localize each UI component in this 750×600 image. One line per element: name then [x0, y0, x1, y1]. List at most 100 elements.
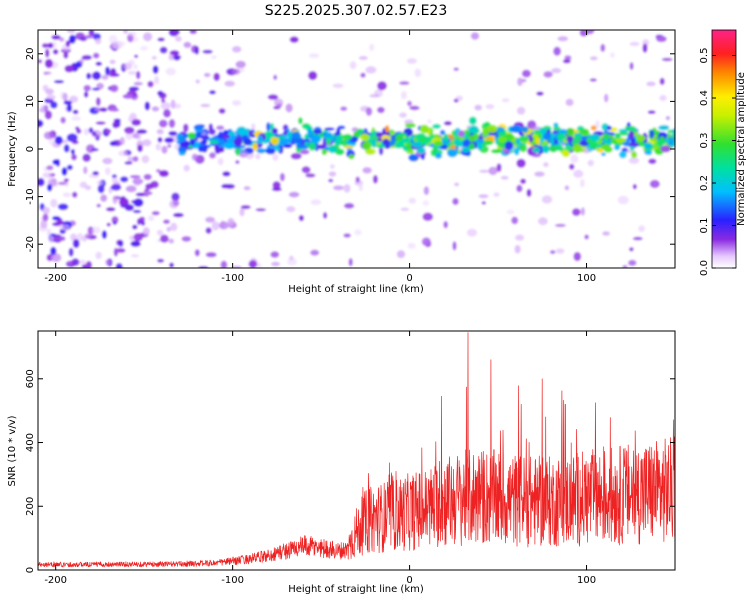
heatmap-cell — [632, 236, 643, 241]
heatmap-cell — [83, 166, 88, 174]
heatmap-cell — [164, 137, 174, 144]
heatmap-cell — [115, 263, 123, 268]
heatmap-cell — [97, 184, 105, 194]
heatmap-cell — [69, 95, 79, 103]
heatmap-cell — [656, 139, 667, 146]
heatmap-cell — [497, 136, 507, 143]
heatmap-cell — [130, 240, 141, 247]
heatmap-cell — [243, 186, 251, 191]
heatmap-cell — [61, 167, 68, 176]
heatmap-cell — [361, 141, 372, 150]
heatmap-cell — [307, 129, 313, 136]
heatmap-cell — [287, 258, 297, 266]
heatmap-cell — [136, 218, 142, 226]
heatmap-cell — [183, 123, 189, 133]
heatmap-cell — [271, 187, 282, 192]
heatmap-cell — [68, 247, 74, 257]
heatmap-cell — [191, 153, 198, 161]
heatmap-cell — [618, 128, 629, 133]
heatmap-cell — [242, 134, 248, 142]
heatmap-cell — [240, 205, 251, 210]
heatmap-cell — [614, 132, 620, 139]
heatmap-cell — [158, 170, 169, 177]
heatmap-cell — [541, 195, 553, 204]
heatmap-cell — [304, 138, 310, 143]
heatmap-cell — [57, 203, 69, 211]
heatmap-cell — [551, 67, 562, 74]
heatmap-cell — [468, 116, 477, 125]
heatmap-cell — [66, 30, 76, 34]
heatmap-cell — [104, 128, 112, 134]
heatmap-cell — [84, 233, 92, 239]
heatmap-cell — [112, 121, 120, 129]
heatmap-cell — [64, 65, 74, 73]
heatmap-cell — [112, 177, 118, 183]
heatmap-cell — [324, 131, 333, 139]
heatmap-cell — [362, 167, 372, 174]
heatmap-cell — [137, 144, 143, 152]
heatmap-cell — [127, 156, 134, 163]
heatmap-cell — [516, 184, 523, 193]
heatmap-cell — [95, 121, 106, 125]
heatmap-cell — [582, 147, 591, 154]
heatmap-cell — [133, 198, 144, 207]
heatmap-cell — [189, 30, 197, 35]
heatmap-cell — [118, 150, 129, 157]
snr-y-tick-label: 200 — [25, 497, 36, 516]
heatmap-cell — [271, 261, 281, 267]
heatmap-cell — [222, 134, 231, 139]
heatmap-cell — [68, 34, 76, 44]
heatmap-cell — [528, 135, 534, 143]
heatmap-cell — [671, 131, 675, 138]
heatmap-cell — [557, 133, 565, 141]
heatmap-cell — [407, 100, 412, 107]
heatmap-cell — [470, 32, 480, 40]
heatmap-y-ticks: -20 -10 0 10 20 — [25, 47, 675, 252]
heatmap-cell — [65, 40, 71, 47]
heatmap-cell — [371, 138, 377, 148]
heatmap-cell — [354, 229, 362, 236]
heatmap-cell — [198, 146, 205, 153]
heatmap-cell — [400, 207, 410, 211]
heatmap-cell — [220, 260, 228, 268]
heatmap-cell — [543, 162, 549, 168]
heatmap-cell — [239, 207, 245, 217]
heatmap-cell — [173, 212, 184, 218]
heatmap-cell — [72, 239, 80, 249]
heatmap-cell — [144, 101, 151, 111]
heatmap-cell — [531, 153, 541, 158]
colorbar-tick-label: 0.2 — [699, 175, 710, 191]
heatmap-cell — [52, 159, 60, 165]
heatmap-cell — [286, 206, 296, 213]
heatmap-cell — [406, 58, 417, 64]
heatmap-cell — [151, 106, 160, 112]
heatmap-cell — [51, 34, 61, 40]
heatmap-y-tick-label: 20 — [25, 47, 36, 60]
snr-frame — [37, 330, 676, 571]
heatmap-cell — [79, 259, 86, 265]
heatmap-cell — [549, 250, 556, 255]
heatmap-cell — [534, 171, 545, 177]
heatmap-cell — [163, 109, 171, 118]
heatmap-cell — [115, 248, 126, 253]
heatmap-cell — [91, 131, 97, 137]
heatmap-cell — [157, 37, 165, 42]
heatmap-cell — [50, 253, 62, 262]
heatmap-cell — [518, 135, 530, 142]
heatmap-cell — [167, 143, 172, 148]
heatmap-cell — [109, 140, 117, 147]
heatmap-cell — [70, 149, 75, 155]
heatmap-cell — [235, 147, 240, 156]
heatmap-cell — [554, 223, 566, 228]
heatmap-cell — [604, 93, 609, 103]
heatmap-cell — [573, 169, 584, 178]
heatmap-cell — [231, 265, 242, 268]
heatmap-cell — [559, 128, 568, 135]
heatmap-cell — [66, 103, 72, 113]
heatmap-cell — [638, 225, 645, 233]
heatmap-cell — [152, 65, 159, 74]
heatmap-cell — [119, 137, 125, 145]
heatmap-cell — [399, 81, 410, 85]
heatmap-cell — [92, 71, 101, 81]
heatmap-cell — [311, 135, 322, 143]
